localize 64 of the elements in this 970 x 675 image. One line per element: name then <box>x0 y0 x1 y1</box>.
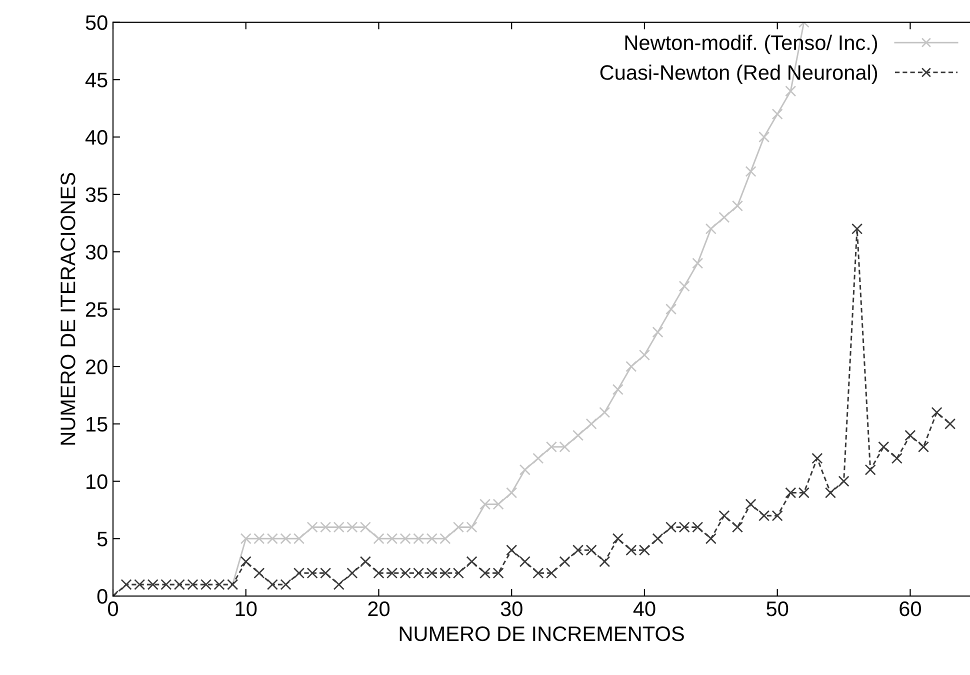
point <box>479 498 491 510</box>
y-tick-label: 0 <box>97 589 108 604</box>
point <box>665 304 677 315</box>
point <box>320 522 332 533</box>
point <box>333 522 344 533</box>
y-tick-label: 15 <box>86 417 108 432</box>
x-tick-label: 60 <box>900 601 921 616</box>
y-tick-label: 50 <box>86 15 108 30</box>
point <box>240 533 252 544</box>
point <box>280 533 292 544</box>
point <box>745 166 756 178</box>
x-tick-label: 0 <box>108 601 118 616</box>
x-tick-label: 20 <box>368 601 390 616</box>
point <box>506 487 518 498</box>
point <box>612 384 624 396</box>
point <box>732 200 744 212</box>
y-tick-label: 25 <box>86 302 108 317</box>
point <box>678 280 690 292</box>
point <box>452 522 464 533</box>
point <box>373 533 384 544</box>
x-tick-label: 10 <box>236 601 257 616</box>
legend-label: Cuasi-Newton (Red Neuronal) <box>600 64 878 84</box>
y-tick-label: 5 <box>97 532 108 546</box>
point <box>586 418 597 430</box>
point <box>440 533 451 544</box>
y-tick-label: 35 <box>86 187 108 202</box>
y-axis-title: NUMERO DE ITERACIONES <box>60 172 76 445</box>
point <box>692 258 704 269</box>
point <box>293 533 305 544</box>
point <box>785 86 796 97</box>
point <box>572 430 584 441</box>
point <box>360 522 372 533</box>
y-tick-label: 45 <box>85 72 108 88</box>
point <box>413 533 424 544</box>
point <box>254 533 265 544</box>
point <box>346 522 358 533</box>
point <box>426 533 438 544</box>
point <box>266 533 278 544</box>
y-tick-label: 40 <box>85 130 108 145</box>
y-tick-label: 20 <box>86 360 108 374</box>
x-axis-title: NUMERO DE INCREMENTOS <box>400 626 684 642</box>
point <box>466 522 478 533</box>
point <box>626 360 637 372</box>
point <box>772 108 783 120</box>
legend-label: Newton-modif. (Tenso/ Inc.) <box>625 34 878 54</box>
point <box>652 326 664 338</box>
point <box>718 212 730 223</box>
point <box>306 522 318 533</box>
point <box>638 349 650 361</box>
x-tick-label: 50 <box>766 601 788 616</box>
y-tick-label: 30 <box>86 244 108 260</box>
point <box>519 464 530 476</box>
point <box>758 131 770 143</box>
point <box>532 452 544 464</box>
point <box>400 533 411 544</box>
x-tick-label: 30 <box>500 601 522 616</box>
x-tick-label: 40 <box>633 601 656 616</box>
point <box>599 406 610 418</box>
point <box>492 498 504 510</box>
point <box>386 533 398 544</box>
point <box>559 441 570 452</box>
point <box>705 223 716 234</box>
point <box>546 441 558 452</box>
y-tick-label: 10 <box>86 474 108 490</box>
